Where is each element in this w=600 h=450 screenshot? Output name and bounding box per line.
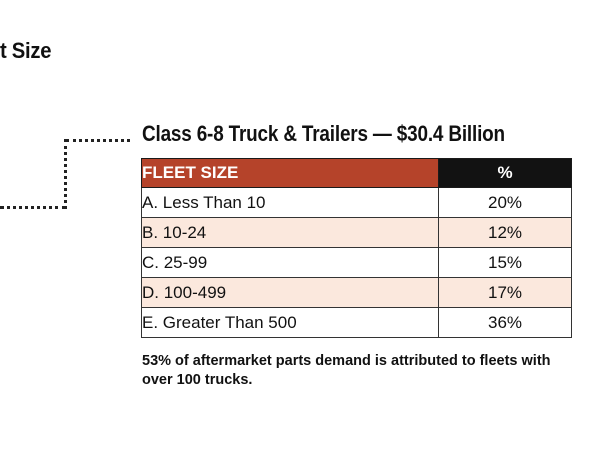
percent-cell: 12% xyxy=(438,217,572,248)
dotted-connector-vertical xyxy=(64,139,67,209)
table-row: E. Greater Than 500 36% xyxy=(141,307,572,338)
header-percent: % xyxy=(438,158,572,188)
dotted-connector-bottom xyxy=(0,206,66,209)
section-title-partial: t Size xyxy=(0,38,52,63)
percent-cell: 36% xyxy=(438,307,572,338)
percent-cell: 15% xyxy=(438,247,572,278)
fleet-size-cell: A. Less Than 10 xyxy=(141,187,439,218)
fleet-size-cell: B. 10-24 xyxy=(141,217,439,248)
table-header-row: FLEET SIZE % xyxy=(141,158,572,188)
table-row: A. Less Than 10 20% xyxy=(141,187,572,218)
table-title: Class 6-8 Truck & Trailers — $30.4 Billi… xyxy=(142,121,505,146)
table-row: D. 100-499 17% xyxy=(141,277,572,308)
table-row: C. 25-99 15% xyxy=(141,247,572,278)
footnote: 53% of aftermarket parts demand is attri… xyxy=(142,353,551,388)
percent-cell: 17% xyxy=(438,277,572,308)
dotted-connector-top xyxy=(66,139,130,142)
header-fleet-size: FLEET SIZE xyxy=(141,158,439,188)
table-row: B. 10-24 12% xyxy=(141,217,572,248)
percent-cell: 20% xyxy=(438,187,572,218)
fleet-size-table: FLEET SIZE % A. Less Than 10 20% B. 10-2… xyxy=(141,158,572,338)
fleet-size-cell: E. Greater Than 500 xyxy=(141,307,439,338)
fleet-size-cell: D. 100-499 xyxy=(141,277,439,308)
fleet-size-cell: C. 25-99 xyxy=(141,247,439,278)
